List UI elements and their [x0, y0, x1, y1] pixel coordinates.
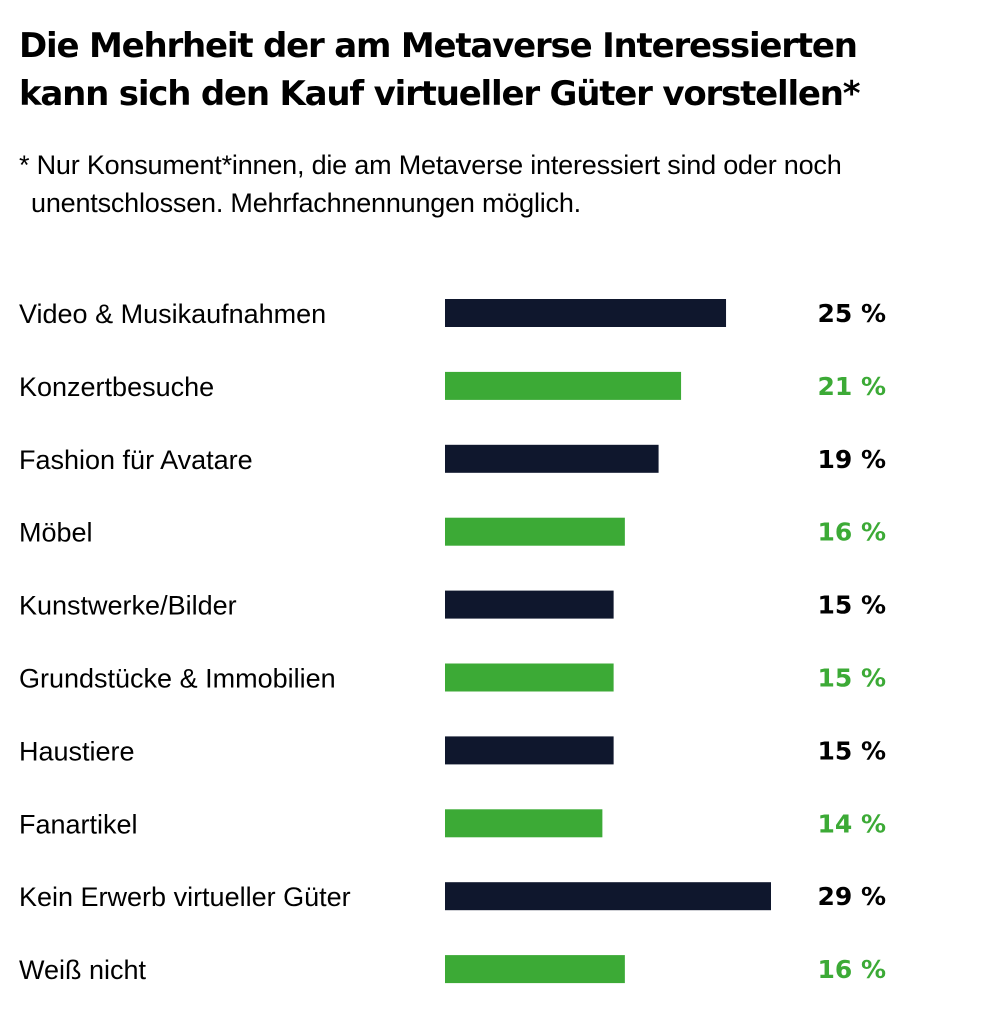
bar: [445, 809, 603, 838]
value-label: 25 %: [817, 299, 886, 328]
category-label: Konzertbesuche: [19, 372, 214, 402]
bar: [445, 371, 682, 400]
bar-row: Haustiere 15 %: [19, 736, 886, 766]
value-label: 15 %: [817, 736, 886, 765]
category-label: Kein Erwerb virtueller Güter: [19, 882, 351, 912]
bar-row: Fashion für Avatare 19 %: [19, 444, 886, 475]
category-label: Video & Musikaufnahmen: [19, 299, 326, 329]
bar: [445, 299, 727, 327]
category-label: Kunstwerke/Bilder: [19, 591, 237, 621]
bar-row: Video & Musikaufnahmen 25 %: [19, 299, 886, 329]
value-label: 15 %: [817, 591, 886, 620]
value-label: 16 %: [817, 518, 886, 547]
bar-row: Fanartikel 14 %: [19, 809, 886, 839]
value-label: 21 %: [817, 372, 886, 401]
bar: [445, 517, 625, 546]
value-label: 29 %: [817, 882, 886, 911]
bar: [445, 955, 625, 984]
chart-subtitle-line-2: unentschlossen. Mehrfachnennungen möglic…: [31, 188, 581, 218]
bar-row: Grundstücke & Immobilien 15 %: [19, 663, 886, 694]
bar-row: Möbel 16 %: [19, 517, 886, 548]
bar: [445, 444, 659, 473]
bar: [445, 590, 614, 619]
chart-subtitle-line-1: * Nur Konsument*innen, die am Metaverse …: [19, 150, 842, 180]
bar: [445, 736, 614, 765]
value-label: 14 %: [817, 809, 886, 838]
bar: [445, 882, 771, 911]
category-label: Fanartikel: [19, 809, 138, 839]
bar-row: Kein Erwerb virtueller Güter 29 %: [19, 882, 886, 912]
category-label: Weiß nicht: [19, 955, 147, 985]
category-label: Haustiere: [19, 736, 135, 766]
value-label: 19 %: [817, 445, 886, 474]
value-label: 15 %: [817, 664, 886, 693]
value-label: 16 %: [817, 955, 886, 984]
category-label: Möbel: [19, 518, 93, 548]
category-label: Grundstücke & Immobilien: [19, 664, 336, 694]
bar-row: Weiß nicht 16 %: [19, 955, 886, 985]
bar-row: Kunstwerke/Bilder 15 %: [19, 590, 886, 621]
chart-title-line-2: kann sich den Kauf virtueller Güter vors…: [19, 74, 861, 114]
chart-title: Die Mehrheit der am Metaverse Interessie…: [19, 22, 969, 118]
bar-row: Konzertbesuche 21 %: [19, 371, 886, 402]
chart-title-line-1: Die Mehrheit der am Metaverse Interessie…: [19, 26, 858, 66]
bar: [445, 663, 614, 692]
chart-subtitle: * Nur Konsument*innen, die am Metaverse …: [19, 146, 979, 222]
category-label: Fashion für Avatare: [19, 445, 253, 475]
